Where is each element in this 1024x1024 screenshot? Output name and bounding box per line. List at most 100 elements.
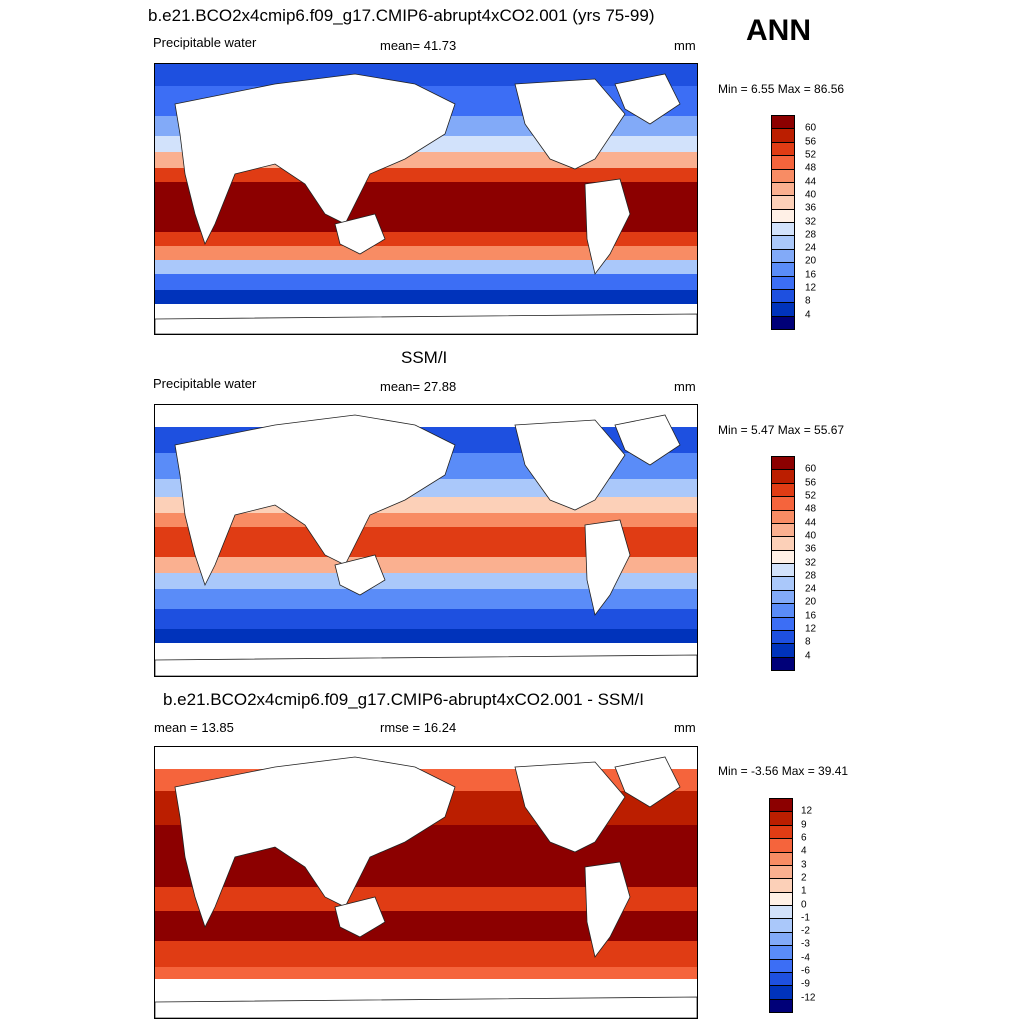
season-label: ANN bbox=[746, 14, 811, 47]
colorbar-tick-label: 52 bbox=[805, 490, 817, 502]
colorbar-tick-label: 52 bbox=[805, 149, 817, 161]
colorbar-swatch bbox=[772, 497, 794, 511]
colorbar-swatch bbox=[772, 116, 794, 130]
colorbar-tick-label: 44 bbox=[805, 517, 817, 529]
panel-1-variable-label: Precipitable water bbox=[153, 35, 257, 50]
colorbar-swatch bbox=[772, 550, 794, 564]
colorbar-tick-label: 60 bbox=[805, 463, 817, 475]
colorbar-tick-label: 36 bbox=[805, 543, 817, 555]
colorbar-swatch bbox=[772, 236, 794, 250]
eurasia-africa-landmass bbox=[174, 73, 456, 246]
colorbar-tick-label: 8 bbox=[805, 636, 811, 648]
colorbar-swatch bbox=[772, 209, 794, 223]
map-band bbox=[155, 290, 697, 304]
colorbar-swatch bbox=[770, 932, 792, 947]
colorbar-swatch bbox=[772, 249, 794, 264]
antarctica-landmass bbox=[155, 996, 697, 1018]
colorbar-tick-label: 16 bbox=[805, 610, 817, 622]
colorbar-tick-label: 20 bbox=[805, 255, 817, 267]
colorbar-swatch bbox=[770, 812, 792, 826]
panel-3-title: b.e21.BCO2x4cmip6.f09_g17.CMIP6-abrupt4x… bbox=[163, 690, 644, 709]
australia-landmass bbox=[334, 554, 386, 596]
panel-2-colorbar bbox=[771, 456, 795, 671]
colorbar-tick-label: -2 bbox=[801, 925, 810, 937]
north-america-landmass bbox=[514, 761, 626, 853]
colorbar-swatch bbox=[772, 523, 794, 538]
colorbar-swatch bbox=[770, 825, 792, 840]
panel-3-colorbar bbox=[769, 798, 793, 1013]
colorbar-swatch bbox=[772, 457, 794, 471]
colorbar-swatch bbox=[772, 316, 794, 329]
colorbar-tick-label: 40 bbox=[805, 530, 817, 542]
panel-1-units-label: mm bbox=[674, 38, 696, 53]
north-america-landmass bbox=[514, 78, 626, 170]
colorbar-swatch bbox=[772, 169, 794, 183]
colorbar-tick-label: 3 bbox=[801, 859, 807, 871]
colorbar-swatch bbox=[772, 182, 794, 197]
colorbar-tick-label: 40 bbox=[805, 189, 817, 201]
map-band bbox=[155, 246, 697, 260]
panel-2-colorbar-labels: 60 56 52 48 44 40 36 32 28 24 20 16 12 8 4 bbox=[805, 456, 835, 669]
panel-3-colorbar-labels: 12 9 6 4 3 2 1 0 -1 -2 -3 -4 -6 -9 -12 bbox=[801, 798, 835, 1011]
colorbar-tick-label: 44 bbox=[805, 176, 817, 188]
colorbar-tick-label: 20 bbox=[805, 596, 817, 608]
colorbar-tick-label: 32 bbox=[805, 557, 817, 568]
colorbar-swatch bbox=[770, 999, 792, 1012]
panel-3-units-label: mm bbox=[674, 720, 696, 735]
land-masses bbox=[155, 414, 697, 676]
colorbar-swatch bbox=[770, 972, 792, 987]
south-america-landmass bbox=[584, 519, 631, 616]
colorbar-tick-label: -3 bbox=[801, 938, 810, 950]
panel-3-map bbox=[154, 746, 698, 1019]
panel-3-minmax: Min = -3.56 Max = 39.41 bbox=[718, 764, 849, 778]
eurasia-africa-landmass bbox=[174, 756, 456, 929]
colorbar-tick-label: 8 bbox=[805, 295, 811, 307]
panel-1-title: b.e21.BCO2x4cmip6.f09_g17.CMIP6-abrupt4x… bbox=[148, 6, 655, 25]
colorbar-swatch bbox=[772, 129, 794, 143]
colorbar-swatch bbox=[770, 852, 792, 866]
colorbar-tick-label: 4 bbox=[801, 845, 807, 857]
panel-1-map bbox=[154, 63, 698, 335]
colorbar-swatch bbox=[772, 630, 794, 645]
panel-1-mean-label: mean= 41.73 bbox=[380, 38, 457, 53]
colorbar-swatch bbox=[772, 604, 794, 618]
map-band bbox=[155, 629, 697, 643]
land-masses bbox=[155, 73, 697, 334]
colorbar-tick-label: -4 bbox=[801, 952, 810, 964]
panel-1-map-svg bbox=[155, 64, 697, 334]
colorbar-tick-label: 56 bbox=[805, 136, 817, 148]
colorbar-swatch bbox=[770, 799, 792, 813]
colorbar-tick-label: 6 bbox=[801, 832, 807, 844]
colorbar-swatch bbox=[770, 946, 792, 960]
map-band bbox=[155, 747, 697, 769]
colorbar-swatch bbox=[772, 617, 794, 631]
colorbar-tick-label: 1 bbox=[801, 885, 807, 897]
colorbar-swatch bbox=[772, 196, 794, 210]
antarctica-landmass bbox=[155, 654, 697, 676]
colorbar-swatch bbox=[772, 223, 794, 237]
map-band bbox=[155, 232, 697, 246]
colorbar-swatch bbox=[772, 537, 794, 551]
south-america-landmass bbox=[584, 861, 631, 958]
colorbar-swatch bbox=[770, 839, 792, 853]
land-masses bbox=[155, 756, 697, 1018]
colorbar-tick-label: 4 bbox=[805, 309, 811, 321]
colorbar-tick-label: 4 bbox=[805, 650, 811, 662]
map-band bbox=[155, 967, 697, 979]
colorbar-tick-label: -12 bbox=[801, 992, 816, 1004]
australia-landmass bbox=[334, 213, 386, 255]
map-band bbox=[155, 609, 697, 629]
colorbar-swatch bbox=[770, 865, 792, 880]
colorbar-tick-label: 12 bbox=[801, 805, 813, 817]
colorbar-tick-label: 24 bbox=[805, 242, 817, 254]
colorbar-swatch bbox=[770, 892, 792, 906]
colorbar-tick-label: -1 bbox=[801, 912, 810, 924]
colorbar-tick-label: 32 bbox=[805, 216, 817, 227]
colorbar-tick-label: 56 bbox=[805, 477, 817, 489]
map-band bbox=[155, 64, 697, 86]
colorbar-swatch bbox=[772, 303, 794, 317]
panel-2-title: SSM/I bbox=[401, 348, 448, 367]
colorbar-swatch bbox=[772, 142, 794, 157]
colorbar-tick-label: 28 bbox=[805, 570, 817, 582]
eurasia-africa-landmass bbox=[174, 414, 456, 587]
